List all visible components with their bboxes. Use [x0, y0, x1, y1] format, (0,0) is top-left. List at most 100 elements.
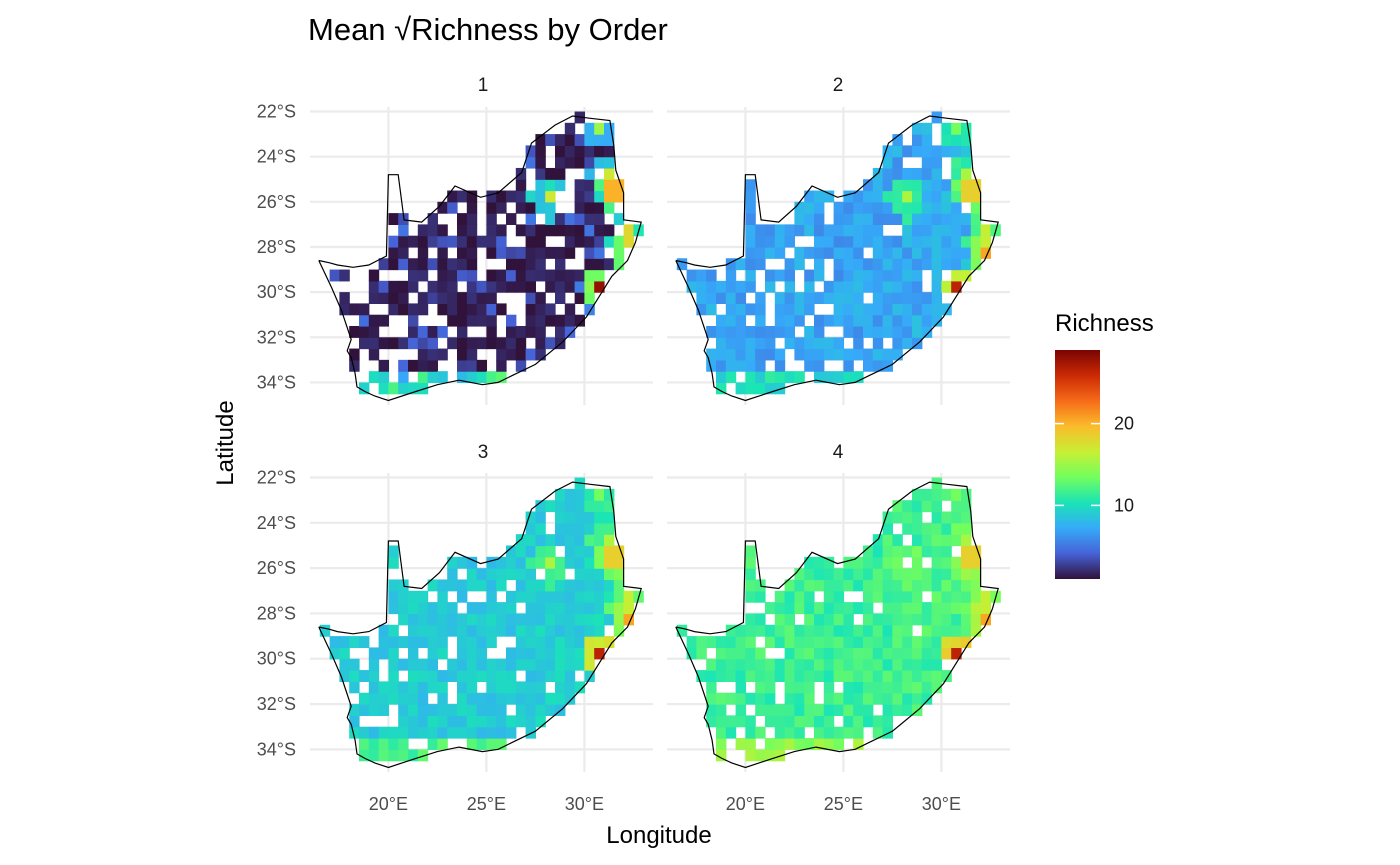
heatmap-cell [961, 636, 972, 649]
heatmap-cell [882, 325, 893, 338]
heatmap-cell [725, 359, 737, 372]
heatmap-cell [613, 258, 625, 271]
heatmap-cell [804, 348, 815, 361]
heatmap-cell [564, 280, 576, 293]
heatmap-cell [921, 134, 933, 146]
heatmap-cell [823, 568, 835, 581]
heatmap-cell [784, 258, 795, 271]
heatmap-cell [408, 590, 419, 603]
heatmap-cell [535, 704, 546, 716]
heatmap-cell [912, 670, 923, 682]
heatmap-cell [564, 235, 576, 248]
heatmap-cell [774, 590, 786, 603]
heatmap-cell [584, 534, 595, 547]
heatmap-cell [941, 545, 952, 558]
heatmap-cell [437, 303, 448, 316]
heatmap-cell [863, 590, 874, 603]
heatmap-cell [784, 579, 795, 592]
heatmap-cell [486, 692, 497, 705]
heatmap-cell [706, 359, 717, 372]
heatmap-cell [545, 314, 556, 327]
heatmap-cell [496, 681, 507, 694]
heatmap-cell [417, 590, 429, 603]
heatmap-cell [804, 556, 815, 569]
heatmap-cell [735, 314, 746, 327]
heatmap-cell [584, 213, 595, 225]
heatmap-cell [735, 704, 746, 716]
heatmap-cell [853, 556, 864, 569]
heatmap-cell [951, 568, 962, 581]
heatmap-cell [951, 488, 962, 501]
heatmap-cell [408, 681, 419, 694]
heatmap-cell [843, 235, 854, 248]
heatmap-cell [476, 337, 487, 350]
heatmap-cell [457, 371, 468, 384]
heatmap-cell [892, 613, 903, 626]
heatmap-cell [706, 292, 717, 305]
heatmap-cell [970, 246, 982, 259]
heatmap-cell [823, 590, 835, 603]
heatmap-cell [466, 337, 478, 350]
heatmap-cell [980, 590, 991, 603]
heatmap-cell [564, 500, 576, 513]
heatmap-cell [921, 681, 933, 694]
heatmap-cell [368, 314, 380, 327]
y-tick-label: 28°S [257, 603, 296, 623]
heatmap-cell [535, 246, 546, 259]
heatmap-cell [912, 190, 923, 203]
heatmap-cell [417, 749, 429, 762]
heatmap-cell [408, 359, 419, 372]
heatmap-cell [486, 636, 497, 649]
heatmap-cell [853, 647, 864, 660]
heatmap-cell [564, 134, 576, 146]
heatmap-cell [892, 314, 903, 327]
heatmap-cell [921, 534, 933, 547]
heatmap-cell [574, 647, 585, 660]
chart-title: Mean √Richness by Order [308, 12, 668, 47]
heatmap-cell [515, 348, 527, 361]
heatmap-cell [912, 568, 923, 581]
heatmap-cell [486, 670, 497, 682]
heatmap-cell [437, 579, 448, 592]
heatmap-cell [594, 201, 605, 214]
heatmap-cell [594, 190, 605, 203]
heatmap-cell [506, 269, 517, 282]
heatmap-cell [604, 122, 615, 135]
heatmap-cell [496, 602, 507, 615]
heatmap-cell [398, 224, 409, 237]
heatmap-cell [545, 647, 556, 660]
heatmap-cell [882, 636, 893, 649]
heatmap-cell [804, 647, 815, 660]
heatmap-cell [931, 647, 942, 660]
heatmap-cell [388, 292, 399, 305]
heatmap-cell [515, 590, 527, 603]
heatmap-cell [466, 738, 478, 750]
heatmap-cell [951, 235, 962, 248]
heatmap-cell [745, 235, 756, 248]
heatmap-cell [931, 511, 942, 524]
heatmap-cell [349, 348, 360, 361]
heatmap-cell [755, 658, 766, 671]
heatmap-cell [378, 292, 389, 305]
heatmap-cell [339, 269, 350, 282]
heatmap-cell [941, 134, 952, 146]
heatmap-cell [843, 579, 854, 592]
heatmap-cell [594, 500, 605, 513]
heatmap-cell [408, 314, 419, 327]
heatmap-cell [408, 613, 419, 626]
heatmap-cell [506, 613, 517, 626]
heatmap-cell [892, 579, 903, 592]
heatmap-cell [853, 636, 864, 649]
heatmap-cell [604, 156, 615, 169]
heatmap-cell [784, 704, 795, 716]
heatmap-cell [496, 726, 507, 739]
heatmap-cell [515, 636, 527, 649]
heatmap-cell [745, 213, 756, 225]
heatmap-cell [892, 303, 903, 316]
heatmap-cell [951, 590, 962, 603]
heatmap-cell [970, 613, 982, 626]
heatmap-cell [388, 579, 399, 592]
heatmap-cell [755, 590, 766, 603]
heatmap-cell [506, 258, 517, 271]
heatmap-cell [427, 658, 438, 671]
